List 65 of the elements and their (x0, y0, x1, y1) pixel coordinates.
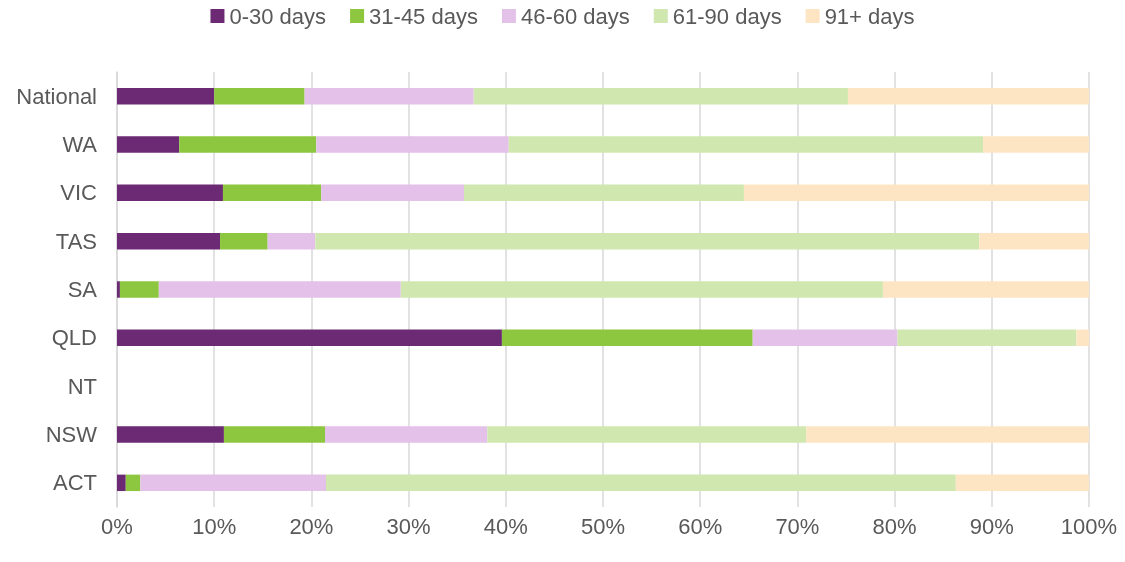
bar (315, 232, 980, 250)
bar (882, 281, 1089, 298)
bar (743, 184, 1089, 202)
bar (983, 136, 1089, 153)
bar (325, 426, 488, 443)
legend-label: 46-60 days (520, 3, 630, 29)
legend-label: 61-90 days (672, 3, 782, 29)
bar (222, 184, 322, 202)
bar (464, 184, 744, 202)
bar (752, 329, 898, 347)
bar (321, 184, 464, 202)
bar (214, 87, 305, 105)
bar (508, 136, 984, 153)
x-tick-label: 30% (386, 513, 431, 539)
bar (158, 281, 401, 298)
x-tick-label: 20% (289, 513, 334, 539)
bar (501, 329, 753, 347)
y-tick-label: NT (67, 373, 97, 399)
bar (473, 87, 848, 105)
x-tick-label: 40% (483, 513, 528, 539)
x-tick-label: 80% (872, 513, 917, 539)
bar (1076, 329, 1089, 347)
y-tick-label: National (16, 83, 97, 109)
bar (979, 232, 1089, 250)
x-tick-label: 0% (101, 513, 133, 539)
x-tick-label: 100% (1060, 513, 1118, 539)
bar (117, 474, 126, 492)
y-tick-label: ACT (53, 470, 97, 496)
bar (316, 136, 509, 153)
y-tick-label: TAS (55, 228, 97, 254)
y-tick-label: SA (67, 277, 98, 302)
bar (487, 426, 807, 443)
legend-label: 0-30 days (229, 3, 327, 29)
bar (117, 281, 120, 298)
bar (955, 474, 1089, 492)
bar (223, 426, 326, 443)
bar (897, 329, 1077, 347)
bar (400, 281, 883, 298)
bar (117, 426, 224, 443)
bar (304, 87, 474, 105)
legend-label: 91+ days (824, 3, 915, 29)
x-tick-label: 60% (678, 513, 723, 539)
bar (117, 136, 180, 153)
legend-label: 31-45 days (369, 3, 478, 29)
y-tick-label: NSW (45, 422, 98, 447)
x-tick-label: 90% (969, 513, 1014, 539)
bar (117, 184, 223, 202)
bar (140, 474, 326, 492)
bar (847, 87, 1089, 105)
bar (325, 474, 956, 492)
bar (179, 136, 317, 153)
x-tick-label: 50% (580, 513, 626, 539)
bar (117, 232, 221, 250)
x-tick-label: 10% (192, 513, 237, 539)
bar (125, 474, 141, 492)
bar (267, 232, 316, 250)
bar (119, 281, 159, 298)
bar (117, 329, 502, 347)
bar (806, 426, 1089, 443)
y-tick-label: QLD (51, 325, 97, 351)
bar (117, 87, 215, 105)
bar (220, 232, 268, 250)
x-tick-label: 70% (775, 513, 820, 539)
y-tick-label: VIC (60, 180, 98, 206)
y-tick-label: WA (62, 132, 98, 157)
